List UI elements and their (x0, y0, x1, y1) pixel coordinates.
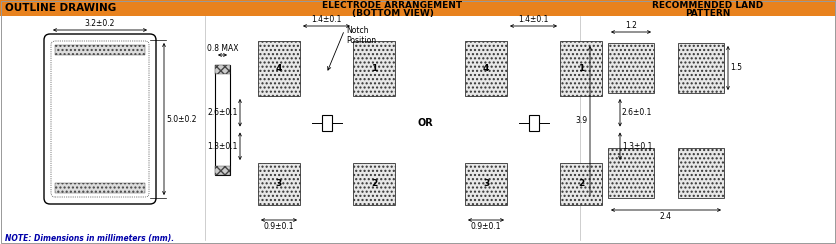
Text: 1.4±0.1: 1.4±0.1 (311, 15, 342, 24)
Text: ELECTRODE ARRANGEMENT: ELECTRODE ARRANGEMENT (323, 1, 462, 10)
Text: (BOTTOM VIEW): (BOTTOM VIEW) (352, 9, 433, 18)
Text: 0.9±0.1: 0.9±0.1 (471, 222, 502, 231)
Text: 1.3±0.1: 1.3±0.1 (622, 142, 652, 151)
Bar (608, 43, 654, 93)
Bar (55, 45, 145, 55)
Bar (55, 183, 145, 193)
Text: 1: 1 (371, 64, 377, 73)
Text: PATTERN: PATTERN (686, 9, 731, 18)
Text: 1: 1 (578, 64, 584, 73)
Bar (0, 0, 836, 16)
Text: OUTLINE DRAWING: OUTLINE DRAWING (5, 3, 116, 13)
Text: 3: 3 (483, 180, 489, 189)
Text: 2: 2 (578, 180, 584, 189)
Text: 1.5: 1.5 (730, 63, 742, 72)
Bar (465, 41, 507, 96)
Text: Notch
Position: Notch Position (346, 26, 377, 45)
Text: 2: 2 (371, 180, 377, 189)
Text: 3: 3 (276, 180, 282, 189)
Text: 0.9±0.1: 0.9±0.1 (263, 222, 294, 231)
Bar (258, 41, 300, 96)
Bar (322, 115, 332, 131)
Bar (258, 163, 300, 205)
Bar (528, 115, 538, 131)
Text: OR: OR (417, 118, 433, 128)
Bar (678, 43, 724, 93)
Text: RECOMMENDED LAND: RECOMMENDED LAND (652, 1, 763, 10)
Bar (608, 148, 654, 198)
Text: NOTE: Dimensions in millimeters (mm).: NOTE: Dimensions in millimeters (mm). (5, 234, 174, 243)
FancyBboxPatch shape (44, 34, 156, 204)
Bar (215, 65, 230, 74)
Text: 1.4±0.1: 1.4±0.1 (518, 15, 548, 24)
Bar (678, 148, 724, 198)
Bar (215, 65, 230, 175)
Text: 1.3±0.1: 1.3±0.1 (207, 142, 238, 151)
Text: 4: 4 (483, 64, 489, 73)
Text: 0.8 MAX: 0.8 MAX (206, 44, 238, 53)
Bar (560, 163, 602, 205)
Text: 2.6±0.1: 2.6±0.1 (622, 108, 652, 117)
Text: 2.6±0.1: 2.6±0.1 (207, 108, 238, 117)
Text: 3.9: 3.9 (576, 116, 588, 125)
Text: 3.2±0.2: 3.2±0.2 (84, 19, 115, 28)
Bar (353, 41, 395, 96)
Text: 4: 4 (276, 64, 283, 73)
Bar (215, 166, 230, 175)
Bar (465, 163, 507, 205)
Text: 2.4: 2.4 (660, 212, 672, 221)
Bar (353, 163, 395, 205)
Bar (560, 41, 602, 96)
Text: 1.2: 1.2 (625, 21, 637, 30)
Text: 5.0±0.2: 5.0±0.2 (166, 114, 196, 123)
